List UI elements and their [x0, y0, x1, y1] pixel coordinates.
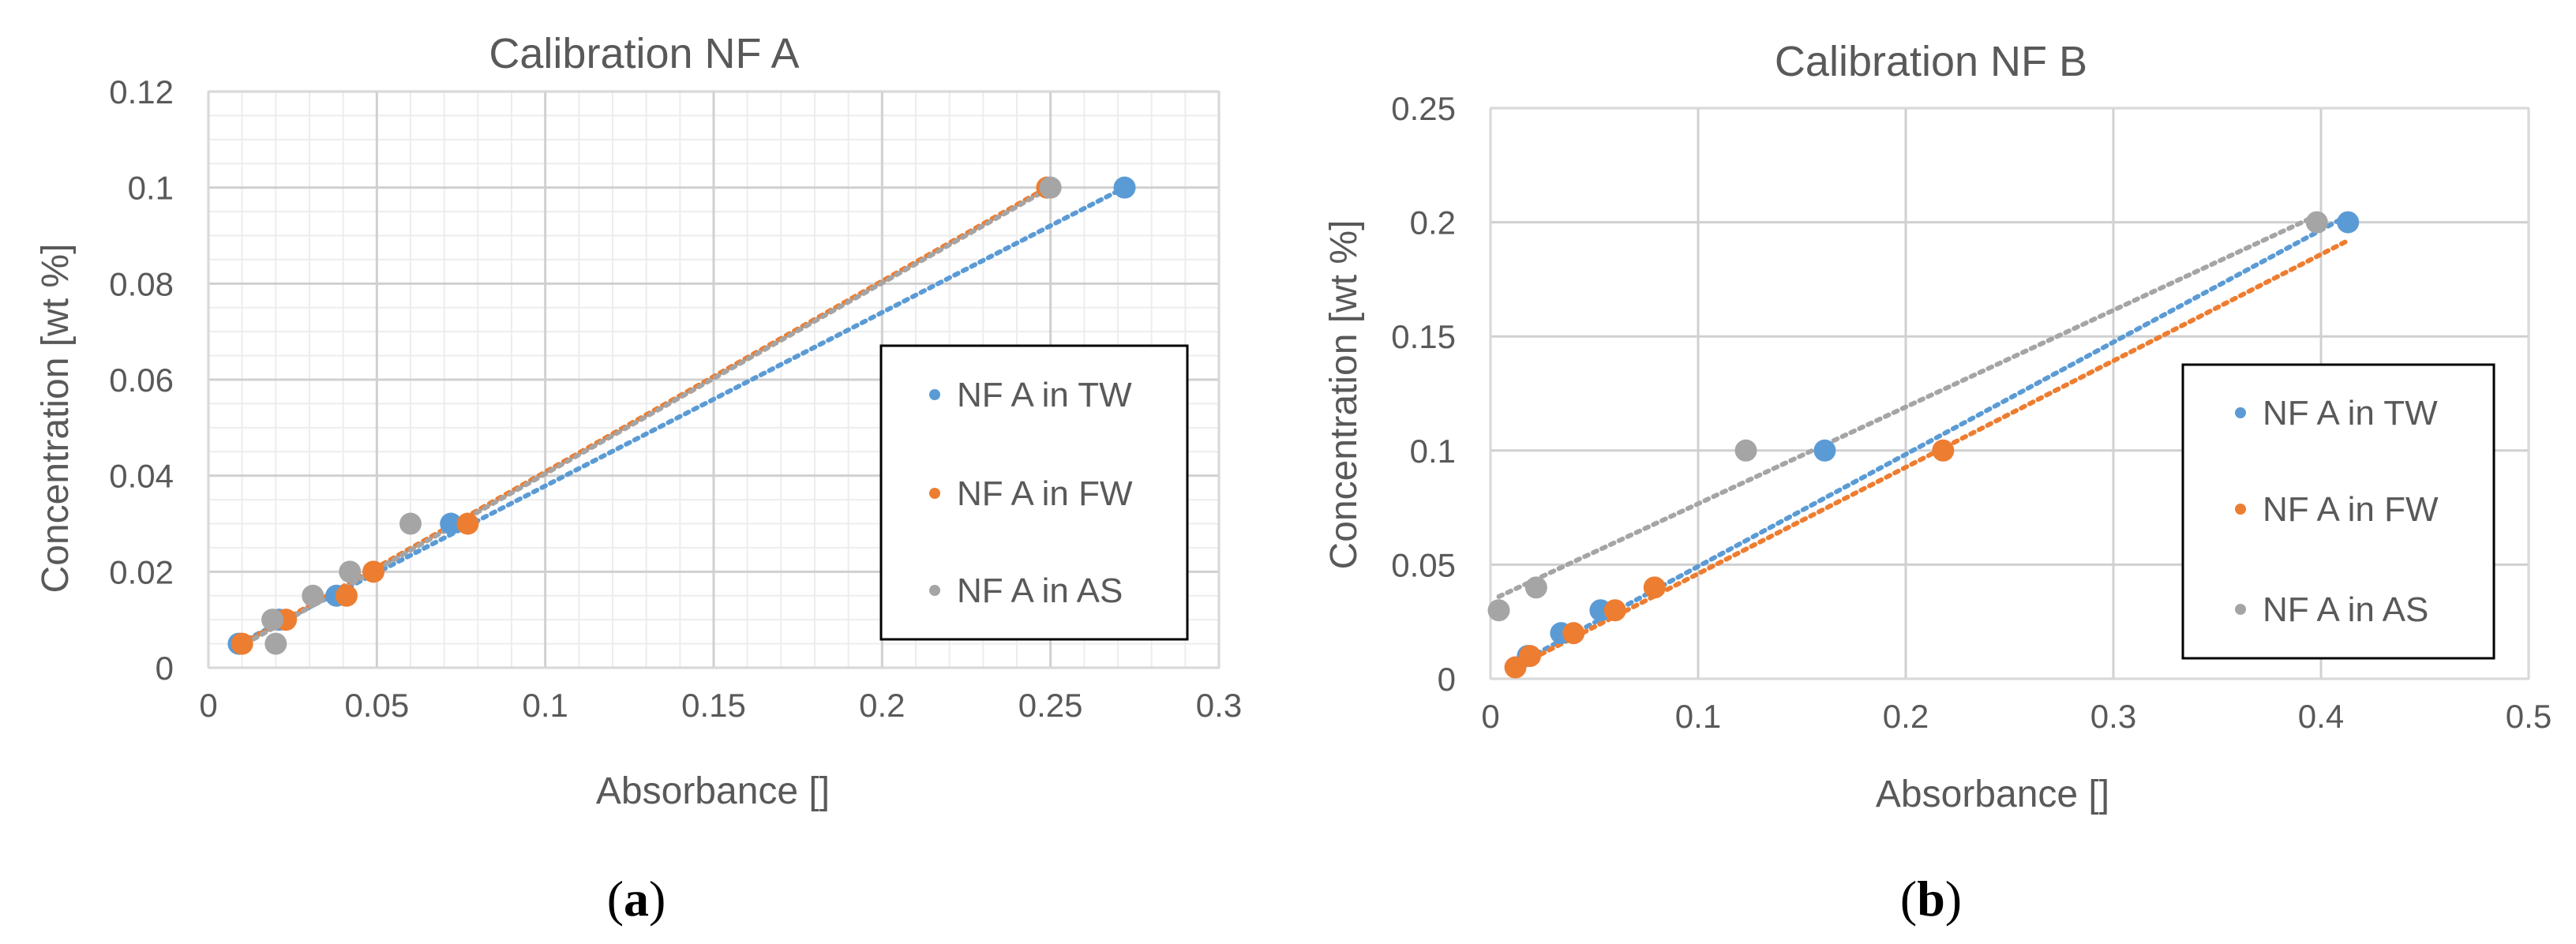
data-point-as	[302, 584, 324, 607]
trendline-as	[1496, 212, 2319, 599]
y-tick-label: 0.08	[109, 265, 174, 302]
panel-label-b: (b)	[1900, 871, 1962, 927]
y-tick-label: 0.1	[1410, 433, 1456, 470]
y-tick-labels: 0 0.05 0.1 0.15 0.2 0.25	[1391, 90, 1456, 698]
y-tick-label: 0	[156, 650, 174, 687]
data-points	[227, 176, 1136, 655]
x-tick-label: 0.05	[344, 687, 409, 724]
y-tick-label: 0.06	[109, 361, 174, 399]
chart-calibration-nf-b: Calibration NF B 0 0.05 0.1 0.15 0.2 0.25 0 0.…	[1323, 38, 2552, 927]
legend-marker-fw	[929, 488, 940, 499]
x-tick-label: 0	[199, 687, 217, 724]
x-axis-title: Absorbance []	[596, 770, 830, 812]
legend-label-tw: NF A in TW	[957, 376, 1132, 414]
x-tick-label: 0.3	[1196, 687, 1242, 724]
x-tick-labels: 0 0.05 0.1 0.15 0.2 0.25 0.3	[199, 687, 1242, 724]
y-tick-label: 0.04	[109, 458, 174, 495]
data-point-tw	[1813, 439, 1836, 462]
legend-label-as: NF A in AS	[957, 571, 1123, 610]
data-point-as	[261, 609, 284, 631]
data-point-fw	[362, 560, 385, 583]
trendline-tw	[236, 185, 1127, 646]
legend-label-tw: NF A in TW	[2263, 394, 2438, 433]
x-axis-title: Absorbance []	[1876, 774, 2109, 815]
x-tick-label: 0.2	[859, 687, 905, 724]
panel-label-a: (a)	[607, 871, 666, 927]
data-point-tw	[2337, 211, 2360, 234]
chart-calibration-nf-a: Calibration NF A 0 0.02 0.04 0.06 0.08 0.1 0.1…	[35, 30, 1242, 927]
legend-box	[2181, 363, 2495, 660]
y-tick-label: 0.25	[1391, 90, 1456, 127]
data-point-fw	[1518, 645, 1541, 668]
legend-marker-as	[929, 585, 940, 596]
chart-title: Calibration NF B	[1775, 38, 2087, 85]
data-point-as	[399, 512, 422, 535]
plot-area-frame	[1490, 107, 2529, 680]
data-point-fw	[1603, 599, 1626, 622]
data-point-tw	[1113, 176, 1136, 199]
x-tick-label: 0.15	[681, 687, 746, 724]
data-point-fw	[1643, 576, 1666, 599]
x-tick-label: 0	[1481, 698, 1499, 735]
y-tick-label: 0.15	[1391, 318, 1456, 355]
legend: NF A in TW NF A in FW NF A in AS	[879, 344, 1189, 641]
data-point-fw	[456, 512, 479, 535]
y-tick-labels: 0 0.02 0.04 0.06 0.08 0.1 0.12	[109, 73, 174, 687]
x-tick-label: 0.25	[1018, 687, 1083, 724]
legend-label-fw: NF A in FW	[957, 474, 1133, 513]
legend-label-as: NF A in AS	[2263, 590, 2428, 629]
x-tick-labels: 0 0.1 0.2 0.3 0.4 0.5	[1481, 698, 2552, 735]
y-tick-label: 0	[1438, 661, 1456, 698]
data-point-as	[1487, 599, 1510, 622]
data-point-fw	[1562, 622, 1585, 645]
trendline-tw	[1509, 212, 2351, 670]
data-point-fw	[231, 632, 253, 655]
data-point-as	[1039, 176, 1062, 199]
y-tick-label: 0.12	[109, 73, 174, 111]
legend-marker-tw	[2235, 407, 2246, 418]
y-tick-label: 0.02	[109, 553, 174, 590]
legend-marker-as	[2235, 604, 2246, 615]
data-point-as	[1734, 439, 1757, 462]
data-points	[1487, 211, 2360, 679]
plot-area-frame	[208, 91, 1220, 669]
data-point-as	[2305, 211, 2328, 234]
x-tick-label: 0.3	[2090, 698, 2136, 735]
data-point-as	[339, 560, 362, 583]
x-tick-label: 0.2	[1883, 698, 1929, 735]
y-tick-label: 0.1	[128, 170, 174, 207]
y-axis-title: Concentration [wt %]	[1323, 220, 1365, 570]
x-tick-label: 0.5	[2506, 698, 2552, 735]
data-point-as	[264, 632, 287, 655]
x-tick-label: 0.1	[1675, 698, 1721, 735]
x-tick-label: 0.4	[2298, 698, 2344, 735]
data-point-fw	[335, 584, 358, 607]
legend-label-fw: NF A in FW	[2263, 490, 2439, 529]
y-tick-label: 0.05	[1391, 546, 1456, 583]
data-point-tw	[440, 512, 463, 535]
y-tick-label: 0.2	[1410, 204, 1456, 242]
data-point-as	[1524, 576, 1547, 599]
legend: NF A in TW NF A in FW NF A in AS	[2181, 363, 2495, 660]
x-tick-label: 0.1	[522, 687, 568, 724]
data-point-fw	[1932, 439, 1955, 462]
chart-title: Calibration NF A	[489, 30, 799, 77]
legend-marker-fw	[2235, 504, 2246, 515]
legend-marker-tw	[929, 389, 940, 400]
y-axis-title: Concentration [wt %]	[35, 244, 77, 594]
